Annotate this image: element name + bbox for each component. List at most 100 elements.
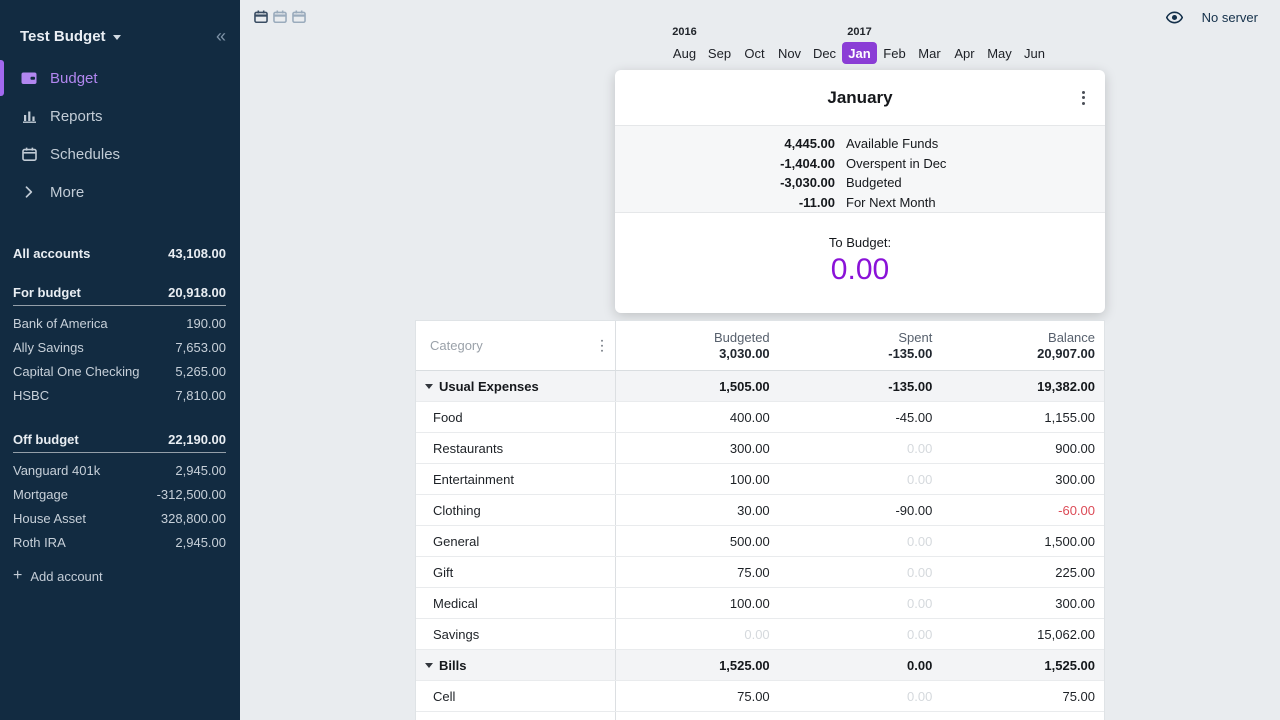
group-name[interactable]: Usual Expenses [416,371,616,401]
category-name[interactable]: Entertainment [416,464,616,494]
balance-cell[interactable]: 900.00 [1055,440,1096,456]
account-group-header-off-budget[interactable]: Off budget 22,190.00 [13,427,226,453]
group-row-usual-expenses: Usual Expenses 1,505.00 -135.00 19,382.00 [416,371,1104,402]
spent-cell[interactable]: 0.00 [907,626,933,642]
account-name: Mortgage [13,486,68,502]
budgeted-cell[interactable]: 0.00 [744,626,770,642]
summary-value: 4,445.00 [784,136,835,152]
account-name: Bank of America [13,315,108,331]
budget-switcher[interactable]: Test Budget [20,28,121,45]
all-accounts-row[interactable]: All accounts 43,108.00 [13,240,226,266]
sidebar-item-more[interactable]: More [0,173,240,211]
month-button-jan[interactable]: Jan [842,42,877,64]
collapse-sidebar-icon[interactable]: « [215,26,226,46]
category-name[interactable]: Cell [416,681,616,711]
summary-label: Available Funds [846,136,939,152]
to-budget-amount[interactable]: 0.00 [830,253,890,286]
category-row-cell: Cell 75.00 0.00 75.00 [416,681,1104,712]
budgeted-cell: 1,525.00 [719,657,770,673]
month-button-sep[interactable]: Sep [707,45,732,61]
month-button-oct[interactable]: Oct [744,45,765,61]
account-row[interactable]: Capital One Checking 5,265.00 [13,359,226,383]
month-button-jun[interactable]: Jun [1024,45,1045,61]
category-name[interactable]: Clothing [416,495,616,525]
account-name: Ally Savings [13,339,84,355]
month-button-dec[interactable]: Dec [812,45,837,61]
sidebar-item-schedules[interactable]: Schedules [0,135,240,173]
balance-cell[interactable]: 75.00 [1062,688,1096,704]
collapse-group-icon[interactable] [425,662,433,668]
column-header-spent: Spent -135.00 [779,321,942,370]
group-name[interactable]: Bills [416,650,616,680]
topbar-right: No server [1165,10,1258,25]
category-name[interactable]: Restaurants [416,433,616,463]
category-name[interactable]: Food [416,402,616,432]
show-2-months-icon[interactable] [273,10,287,23]
spent-cell[interactable]: 0.00 [907,688,933,704]
balance-cell[interactable]: 225.00 [1055,564,1096,580]
budget-table-header: Category Budgeted 3,030.00 Spent -135.00 Bal… [416,321,1104,371]
account-row[interactable]: Ally Savings 7,653.00 [13,335,226,359]
column-label: Budgeted [714,330,770,345]
month-button-feb[interactable]: Feb [883,45,906,61]
category-row-food: Food 400.00 -45.00 1,155.00 [416,402,1104,433]
category-menu-icon[interactable] [597,335,608,356]
budgeted-cell[interactable]: 75.00 [737,564,770,580]
category-name[interactable]: Savings [416,619,616,649]
budgeted-cell[interactable]: 300.00 [729,440,770,456]
account-balance: 5,265.00 [175,363,226,379]
category-name[interactable]: Medical [416,588,616,618]
balance-cell[interactable]: 300.00 [1055,595,1096,611]
balance-cell[interactable]: 1,155.00 [1044,409,1096,425]
category-name[interactable]: General [416,526,616,556]
budgeted-cell[interactable]: 100.00 [729,471,770,487]
account-row[interactable]: Bank of America 190.00 [13,311,226,335]
sidebar-item-budget[interactable]: Budget [0,59,240,97]
summary-label: For Next Month [846,194,936,210]
budgeted-cell[interactable]: 100.00 [729,595,770,611]
spent-cell[interactable]: 0.00 [907,564,933,580]
account-group-header-for-budget[interactable]: For budget 20,918.00 [13,280,226,306]
plus-icon: + [13,567,23,584]
account-balance: 7,653.00 [175,339,226,355]
spent-cell[interactable]: 0.00 [907,595,933,611]
account-row[interactable]: Vanguard 401k 2,945.00 [13,458,226,482]
budgeted-cell[interactable]: 75.00 [737,688,770,704]
month-button-aug[interactable]: Aug [672,45,697,61]
month-button-may[interactable]: May [987,45,1012,61]
month-menu-icon[interactable] [1078,87,1089,109]
spent-cell[interactable]: 0.00 [907,440,933,456]
account-row[interactable]: Mortgage -312,500.00 [13,482,226,506]
month-button-apr[interactable]: Apr [954,45,975,61]
spent-cell[interactable]: 0.00 [907,533,933,549]
account-row[interactable]: Roth IRA 2,945.00 [13,530,226,554]
budget-rows: Usual Expenses 1,505.00 -135.00 19,382.00 Fo… [416,371,1104,720]
server-status-button[interactable]: No server [1201,10,1258,25]
balance-cell[interactable]: 300.00 [1055,471,1096,487]
balance-cell[interactable]: -60.00 [1058,502,1096,518]
privacy-eye-icon[interactable] [1165,11,1183,24]
account-row[interactable]: House Asset 328,800.00 [13,506,226,530]
spent-cell[interactable]: -90.00 [895,502,933,518]
balance-cell[interactable]: 1,500.00 [1044,533,1096,549]
budgeted-cell[interactable]: 500.00 [729,533,770,549]
collapse-group-icon[interactable] [425,383,433,389]
bar-chart-icon [21,109,37,123]
spent-cell[interactable]: -45.00 [895,409,933,425]
show-1-months-icon[interactable] [254,10,268,23]
account-balance: 190.00 [186,315,226,331]
balance-cell[interactable]: 15,062.00 [1037,626,1096,642]
add-account-button[interactable]: + Add account [13,563,103,589]
spent-cell[interactable]: 0.00 [907,471,933,487]
show-3-months-icon[interactable] [292,10,306,23]
category-row-general: General 500.00 0.00 1,500.00 [416,526,1104,557]
budgeted-cell[interactable]: 30.00 [737,502,770,518]
budgeted-cell[interactable]: 400.00 [729,409,770,425]
month-button-mar[interactable]: Mar [918,45,941,61]
account-row[interactable]: HSBC 7,810.00 [13,383,226,407]
month-button-nov[interactable]: Nov [777,45,802,61]
category-name[interactable]: Gift [416,557,616,587]
to-budget-section: To Budget: 0.00 [615,213,1105,287]
sidebar-item-reports[interactable]: Reports [0,97,240,135]
column-total: 20,907.00 [1037,346,1096,361]
